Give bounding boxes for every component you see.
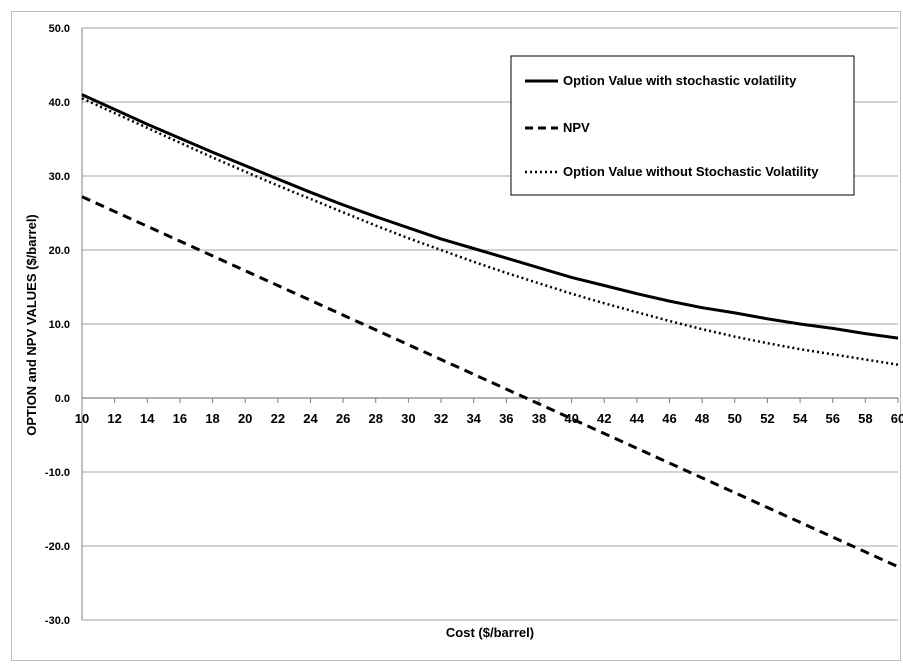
series-line-option-no-stochastic xyxy=(81,97,899,366)
x-tick-label: 26 xyxy=(336,411,350,426)
legend: Option Value with stochastic volatility … xyxy=(510,55,855,196)
x-tick-label: 46 xyxy=(662,411,676,426)
x-tick-label: 16 xyxy=(173,411,187,426)
x-tick-label: 60 xyxy=(891,411,903,426)
y-tick-label: 0.0 xyxy=(55,393,70,405)
gridlines xyxy=(81,27,898,621)
x-tick-label: 22 xyxy=(271,411,285,426)
x-tick-label: 42 xyxy=(597,411,611,426)
y-tick-label: -10.0 xyxy=(45,467,70,479)
x-tick-label: 12 xyxy=(107,411,121,426)
x-tick-label: 56 xyxy=(825,411,839,426)
series-lines xyxy=(81,93,899,569)
y-axis-title: OPTION and NPV VALUES ($/barrel) xyxy=(24,214,39,436)
y-tick-label: 40.0 xyxy=(49,97,70,109)
y-tick-label: -20.0 xyxy=(45,541,70,553)
x-tick-label: 30 xyxy=(401,411,415,426)
y-tick-label: 10.0 xyxy=(49,319,70,331)
y-tick-label: 30.0 xyxy=(49,171,70,183)
x-tick-label: 58 xyxy=(858,411,872,426)
x-tick-label: 14 xyxy=(140,411,155,426)
x-axis-title: Cost ($/barrel) xyxy=(446,625,534,640)
x-axis-tick-labels: 10 12 14 16 18 20 22 24 26 28 30 32 34 36 38 40 42 44 46 48… xyxy=(75,411,903,426)
legend-label-npv: NPV xyxy=(563,120,590,135)
x-tick-label: 24 xyxy=(303,411,318,426)
legend-box xyxy=(510,55,855,196)
x-tick-label: 36 xyxy=(499,411,513,426)
y-axis-tick-labels: 50.0 40.0 30.0 20.0 10.0 0.0 -10.0 -20.0 -30.0 xyxy=(45,23,70,627)
y-tick-label: 20.0 xyxy=(49,245,70,257)
series-line-option-stochastic xyxy=(81,93,899,340)
x-axis xyxy=(81,397,899,403)
x-tick-label: 50 xyxy=(728,411,742,426)
x-tick-label: 18 xyxy=(205,411,219,426)
x-tick-label: 28 xyxy=(369,411,383,426)
x-tick-label: 10 xyxy=(75,411,89,426)
x-tick-label: 52 xyxy=(760,411,774,426)
x-tick-label: 32 xyxy=(434,411,448,426)
x-tick-label: 20 xyxy=(238,411,252,426)
chart-frame xyxy=(11,11,901,661)
x-tick-label: 44 xyxy=(630,411,645,426)
x-tick-label: 40 xyxy=(564,411,578,426)
x-tick-label: 38 xyxy=(532,411,546,426)
x-tick-label: 48 xyxy=(695,411,709,426)
x-tick-label: 34 xyxy=(466,411,481,426)
y-tick-label: -30.0 xyxy=(45,615,70,627)
y-tick-label: 50.0 xyxy=(49,23,70,35)
legend-label-option-stochastic: Option Value with stochastic volatility xyxy=(563,73,797,88)
legend-label-option-no-stochastic: Option Value without Stochastic Volatili… xyxy=(563,164,819,179)
x-tick-label: 54 xyxy=(793,411,808,426)
